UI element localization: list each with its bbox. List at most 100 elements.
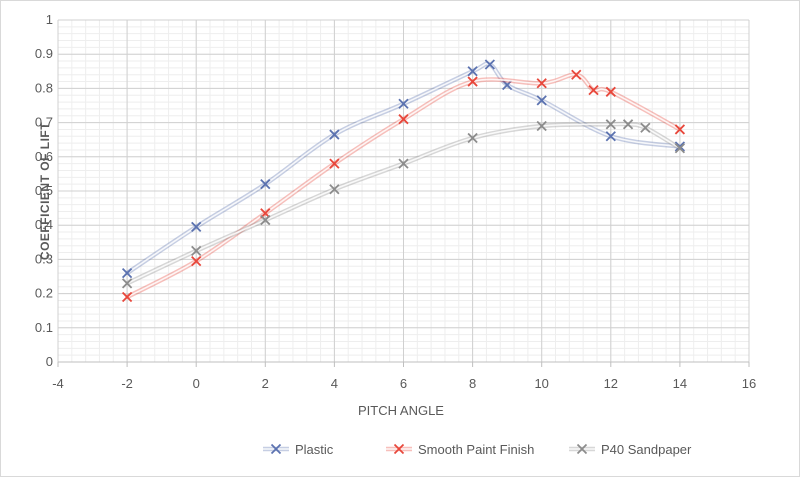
marker-stroke <box>674 141 686 152</box>
data-point-marker <box>329 184 340 195</box>
marker-stroke <box>398 98 409 109</box>
x-tick-label: -2 <box>121 376 133 391</box>
data-point-marker <box>502 79 513 91</box>
y-tick-label: 0.1 <box>35 320 53 335</box>
marker-stroke <box>536 120 547 132</box>
legend-marker <box>393 443 405 455</box>
marker-stroke <box>536 78 547 89</box>
data-point-marker <box>674 141 686 152</box>
data-point-marker <box>260 214 271 226</box>
data-point-marker <box>121 267 133 279</box>
x-tick-label: 14 <box>673 376 687 391</box>
marker-stroke <box>121 267 133 279</box>
legend-item-plastic: Plastic <box>263 442 334 457</box>
y-tick-label: 0 <box>46 354 53 369</box>
marker-stroke <box>191 255 202 267</box>
marker-stroke <box>605 131 616 142</box>
marker-stroke <box>484 59 496 70</box>
y-tick-label: 1 <box>46 12 53 27</box>
marker-stroke <box>640 122 651 133</box>
marker-stroke <box>398 158 409 169</box>
legend-label: P40 Sandpaper <box>601 442 692 457</box>
series-layer <box>121 59 686 303</box>
marker-stroke <box>398 114 409 125</box>
data-point-marker <box>467 132 478 144</box>
legend-marker <box>270 443 282 455</box>
marker-stroke <box>191 221 202 233</box>
marker-stroke <box>260 179 271 190</box>
legend-item-p40-sandpaper: P40 Sandpaper <box>569 442 692 457</box>
data-point-marker <box>484 59 496 70</box>
marker-stroke <box>270 443 282 455</box>
y-tick-label: 0.3 <box>35 251 53 266</box>
data-point-marker <box>398 158 409 169</box>
marker-stroke <box>674 143 686 154</box>
data-point-marker <box>191 245 202 256</box>
data-point-marker <box>674 143 686 154</box>
y-tick-label: 0.8 <box>35 80 53 95</box>
data-point-marker <box>260 179 271 190</box>
marker-stroke <box>502 79 513 91</box>
y-tick-label: 0.2 <box>35 286 53 301</box>
data-point-marker <box>588 84 599 96</box>
marker-stroke <box>121 291 133 303</box>
series-p40-sandpaper <box>121 119 686 289</box>
data-point-marker <box>571 69 582 80</box>
legend-label: Smooth Paint Finish <box>418 442 534 457</box>
y-tick-label: 0.4 <box>35 217 53 232</box>
data-point-marker <box>467 66 478 77</box>
data-point-marker <box>398 114 409 125</box>
data-point-marker <box>640 122 651 133</box>
y-tick-label: 0.7 <box>35 115 53 130</box>
data-point-marker <box>329 129 340 140</box>
grid <box>57 19 750 363</box>
marker-stroke <box>576 443 588 455</box>
marker-stroke <box>622 119 634 130</box>
x-tick-label: 12 <box>604 376 618 391</box>
marker-stroke <box>588 84 599 96</box>
x-tick-label: 4 <box>331 376 338 391</box>
data-point-marker <box>536 78 547 89</box>
data-point-marker <box>121 278 133 289</box>
data-point-marker <box>121 291 133 303</box>
marker-stroke <box>467 76 478 87</box>
x-tick-label: 0 <box>193 376 200 391</box>
marker-stroke <box>329 158 340 169</box>
data-point-marker <box>191 255 202 267</box>
data-point-marker <box>398 98 409 109</box>
data-point-marker <box>622 119 634 130</box>
marker-stroke <box>536 95 547 106</box>
y-axis-title: COEFFICIENT OF LIFT <box>38 122 52 260</box>
x-tick-label: 2 <box>262 376 269 391</box>
legend-item-smooth-paint-finish: Smooth Paint Finish <box>386 442 534 457</box>
marker-stroke <box>329 184 340 195</box>
legend-label: Plastic <box>295 442 334 457</box>
x-tick-label: 10 <box>534 376 548 391</box>
data-point-marker <box>536 120 547 132</box>
marker-stroke <box>393 443 405 455</box>
series-line <box>126 123 681 285</box>
series-line <box>126 62 681 274</box>
x-axis-title: PITCH ANGLE <box>358 403 444 418</box>
y-tick-label: 0.9 <box>35 46 53 61</box>
axes <box>57 361 750 367</box>
x-tick-label: 6 <box>400 376 407 391</box>
marker-stroke <box>605 86 616 97</box>
data-point-marker <box>605 86 616 97</box>
legend: Plastic Smooth Paint Finish P40 Sandpaper <box>263 442 692 457</box>
series-plastic <box>121 59 686 279</box>
x-tick-label: 8 <box>469 376 476 391</box>
marker-stroke <box>260 214 271 226</box>
y-tick-label: 0.5 <box>35 183 53 198</box>
marker-stroke <box>605 119 616 130</box>
x-tick-label: -4 <box>52 376 64 391</box>
data-point-marker <box>467 76 478 87</box>
marker-stroke <box>467 132 478 144</box>
data-point-marker <box>191 221 202 233</box>
legend-marker <box>576 443 588 455</box>
marker-stroke <box>191 245 202 256</box>
marker-stroke <box>571 69 582 80</box>
x-tick-label: 16 <box>742 376 756 391</box>
